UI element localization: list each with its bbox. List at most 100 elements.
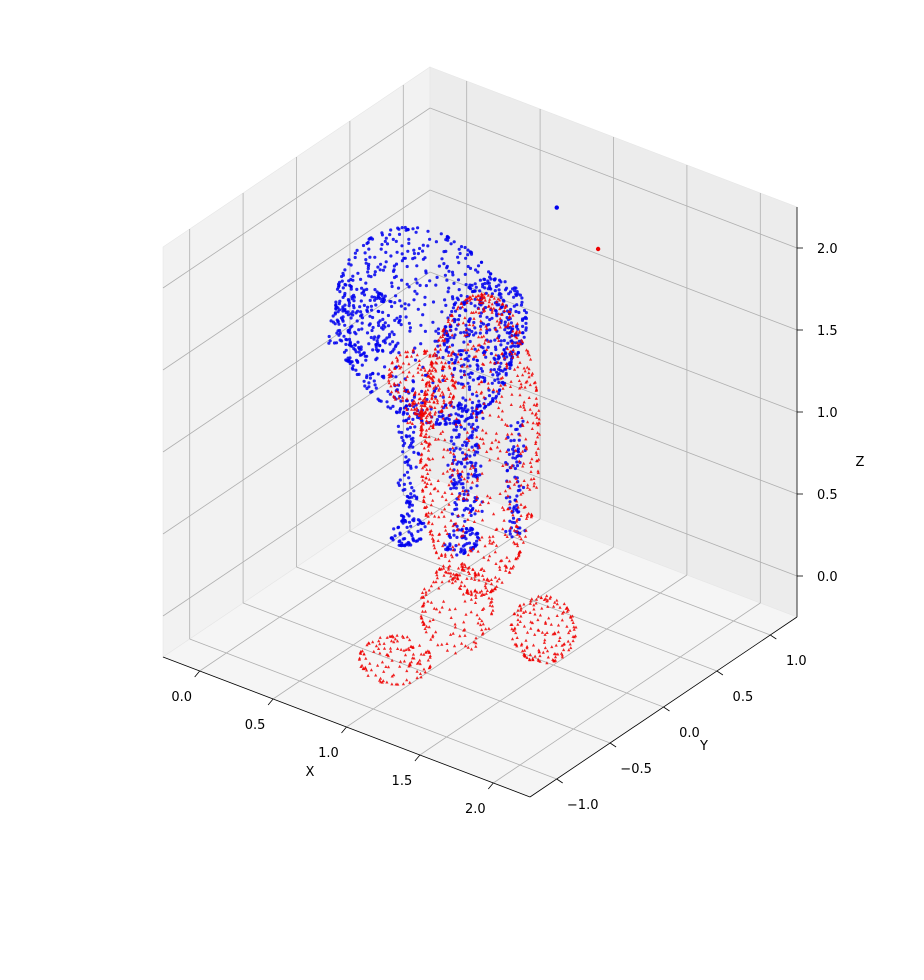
grid-line [349, 530, 718, 672]
red-point [495, 579, 499, 583]
red-point [465, 489, 469, 493]
blue-point [385, 242, 390, 246]
blue-point [433, 339, 437, 343]
red-point [422, 667, 426, 671]
red-point [458, 493, 462, 497]
blue-point [478, 331, 482, 335]
blue-point [487, 322, 491, 327]
red-point [420, 488, 425, 491]
blue-point [368, 255, 372, 259]
blue-point [375, 339, 379, 343]
blue-point [487, 388, 491, 392]
red-point [405, 635, 409, 639]
blue-point [408, 502, 412, 506]
blue-point [508, 500, 512, 504]
blue-point [507, 452, 511, 456]
blue-point [371, 372, 375, 376]
blue-point [475, 412, 480, 416]
red-point [504, 304, 508, 308]
red-point [480, 566, 484, 570]
z-axis-label: Z [856, 455, 865, 470]
red-point [451, 631, 455, 635]
blue-point [468, 454, 472, 458]
red-point [552, 652, 556, 656]
blue-point [419, 528, 423, 532]
red-point [431, 422, 436, 426]
red-point [490, 294, 494, 298]
blue-point [344, 310, 348, 315]
blue-point [473, 282, 477, 286]
red-point [408, 420, 412, 424]
red-point [473, 588, 477, 592]
red-point [420, 591, 425, 594]
red-point [519, 483, 523, 487]
blue-point [482, 380, 486, 384]
blue-point [467, 285, 471, 290]
blue-point [512, 505, 516, 509]
blue-point [462, 330, 466, 334]
red-point [433, 514, 437, 518]
red-point [426, 444, 430, 448]
blue-point [373, 288, 377, 292]
y-tick [556, 778, 563, 784]
blue-point [459, 375, 463, 379]
red-point [432, 400, 436, 404]
red-point [445, 648, 449, 652]
blue-point [455, 553, 459, 557]
red-point [526, 483, 530, 487]
blue-point [474, 285, 478, 289]
blue-point [403, 543, 407, 547]
blue-point [457, 420, 461, 424]
red-point [400, 634, 405, 638]
red-point [413, 390, 417, 394]
red-point [529, 626, 533, 630]
red-point [450, 378, 454, 382]
red-point [426, 420, 430, 424]
red-point [425, 408, 429, 412]
red-point [368, 661, 372, 665]
blue-point [338, 280, 342, 284]
blue-point [489, 352, 493, 356]
red-point [504, 462, 508, 466]
red-point [484, 581, 488, 585]
red-point [451, 548, 455, 552]
blue-point [465, 441, 469, 445]
tick-labels: 0.00.51.01.52.0 −1.0−0.50.00.51.00.00.51.… [171, 242, 837, 817]
red-point [515, 636, 519, 639]
red-point [492, 361, 497, 365]
red-point [456, 352, 460, 356]
red-point [450, 318, 454, 322]
red-point [525, 447, 529, 451]
red-point [519, 614, 523, 618]
red-point [497, 414, 501, 418]
red-point [450, 351, 454, 355]
z-tick-label: 0.0 [817, 570, 838, 585]
blue-point [520, 317, 525, 321]
red-point [511, 355, 515, 359]
red-point [515, 341, 520, 345]
red-point [532, 603, 536, 607]
blue-point [499, 339, 503, 343]
blue-point [382, 376, 386, 380]
red-point [514, 476, 518, 480]
red-point [419, 413, 423, 417]
blue-point [489, 400, 493, 404]
blue-point [473, 472, 477, 477]
blue-point [383, 239, 387, 243]
blue-point [454, 503, 459, 507]
blue-point [511, 295, 516, 299]
red-point [519, 514, 523, 517]
blue-point [464, 409, 468, 413]
red-point [360, 663, 364, 667]
red-point [395, 633, 399, 637]
red-point [471, 426, 475, 430]
red-point [439, 567, 443, 571]
red-point [516, 443, 520, 447]
blue-point [470, 531, 474, 535]
blue-point [409, 443, 413, 447]
blue-point [376, 336, 380, 340]
blue-point [400, 226, 404, 230]
red-point [479, 327, 483, 331]
blue-point [497, 380, 501, 385]
red-point [431, 533, 435, 537]
